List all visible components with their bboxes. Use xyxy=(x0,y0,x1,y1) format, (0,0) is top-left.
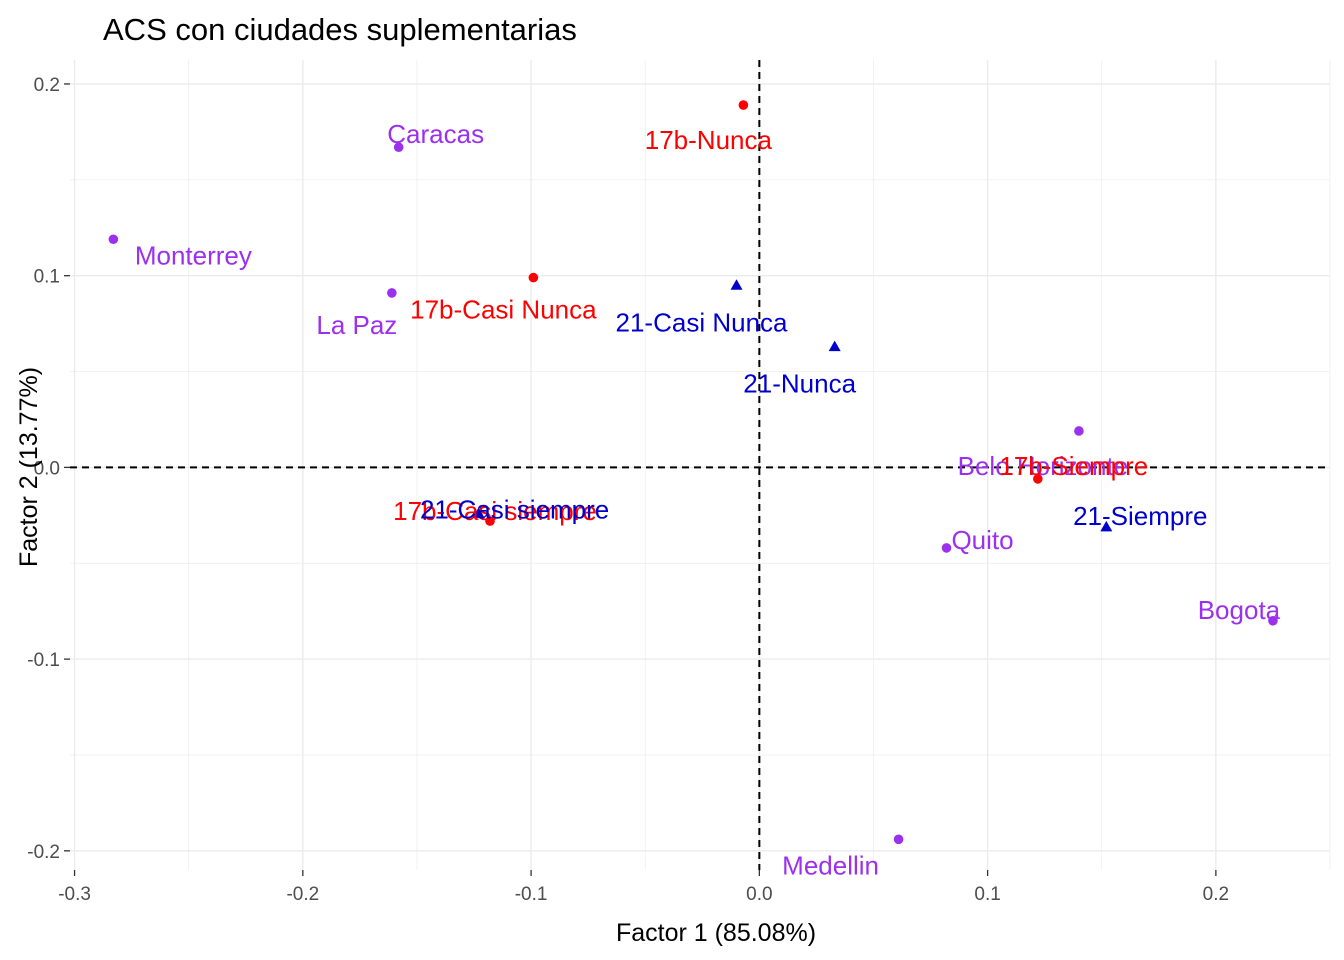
x-tick-label: 0.0 xyxy=(746,884,772,905)
point-la-paz xyxy=(387,288,397,298)
label-17b-nunca: 17b-Nunca xyxy=(645,125,773,155)
point-quito xyxy=(941,543,952,553)
label-caracas: Caracas xyxy=(387,119,484,149)
point-17b-siempre xyxy=(1033,474,1043,484)
label-belo-horizonte: Belo Horizonte xyxy=(958,451,1129,481)
point-17b-casi-nunca xyxy=(528,272,539,283)
label-17b-casi-siempre: 17b-Casi siempre xyxy=(393,496,597,526)
point-21-casi-siempre xyxy=(472,507,485,518)
point-17b-casi-siempre xyxy=(485,516,495,526)
y-tick-label: 0.2 xyxy=(34,75,60,96)
label-bogota: Bogota xyxy=(1198,595,1281,625)
chart-title: ACS con ciudades suplementarias xyxy=(103,12,577,47)
point-caracas xyxy=(393,142,404,153)
data-points xyxy=(108,100,1278,845)
y-tick-label: -0.1 xyxy=(27,650,60,671)
axis-ticks: -0.3 -0.2 -0.1 0.0 0.1 0.2 -0.2 -0.1 0.0 0.1 0.2 xyxy=(27,75,1229,905)
label-medellin: Medellin xyxy=(782,850,879,880)
label-quito: Quito xyxy=(951,525,1013,555)
label-21-casi-nunca: 21-Casi Nunca xyxy=(616,307,789,337)
x-axis-title: Factor 1 (85.08%) xyxy=(616,919,816,947)
label-la-paz: La Paz xyxy=(316,310,397,340)
x-tick-label: -0.1 xyxy=(515,884,548,905)
point-21-nunca xyxy=(828,340,841,352)
label-21-nunca: 21-Nunca xyxy=(743,369,856,399)
y-tick-label: 0.0 xyxy=(34,458,60,479)
label-21-siempre: 21-Siempre xyxy=(1073,501,1207,531)
point-17b-nunca xyxy=(738,100,749,110)
point-belo-horizonte xyxy=(1074,426,1084,436)
y-tick-label: 0.1 xyxy=(34,267,60,288)
point-monterrey xyxy=(108,234,119,245)
y-axis-title: Factor 2 (13.77%) xyxy=(15,367,43,567)
point-bogota xyxy=(1268,615,1278,626)
label-monterrey: Monterrey xyxy=(135,240,252,270)
reference-lines xyxy=(70,60,1330,870)
point-21-siempre xyxy=(1100,520,1113,532)
label-17b-siempre: 17b-Siempre xyxy=(999,451,1148,481)
y-tick-label: -0.2 xyxy=(27,842,60,863)
x-tick-label: 0.2 xyxy=(1203,884,1229,905)
x-tick-label: 0.1 xyxy=(974,884,1000,905)
label-17b-casi-nunca: 17b-Casi Nunca xyxy=(410,295,597,325)
point-medellin xyxy=(893,834,904,845)
x-tick-label: -0.2 xyxy=(286,884,319,905)
label-21-casi-siempre: 21-Casi siempre xyxy=(420,494,609,524)
point-labels: Caracas Monterrey La Paz Belo Horizonte Quit… xyxy=(135,119,1281,880)
x-tick-label: -0.3 xyxy=(58,884,91,905)
point-21-casi-nunca xyxy=(730,279,743,290)
